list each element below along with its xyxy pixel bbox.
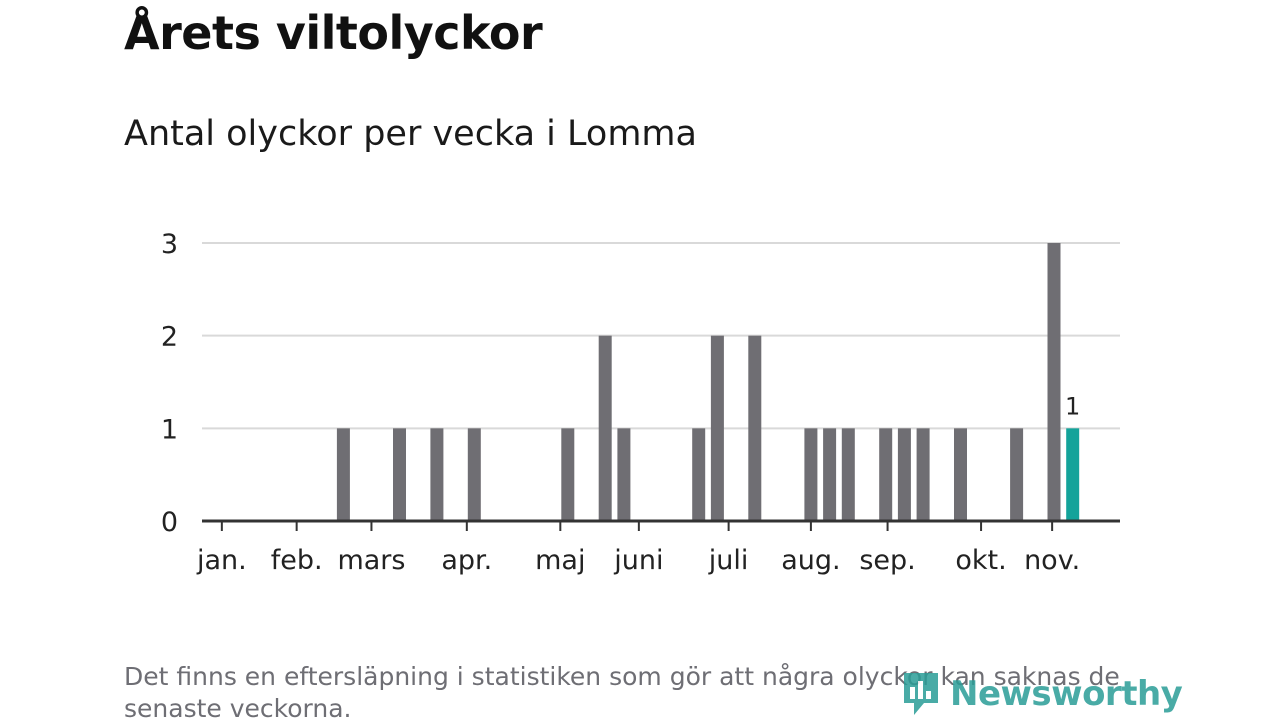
x-month-label: nov. (1024, 545, 1080, 576)
bar (617, 428, 631, 521)
data-labels: 1 (1065, 392, 1080, 420)
bar (598, 335, 612, 521)
x-month-label: okt. (955, 545, 1006, 576)
chart-subtitle: Antal olyckor per vecka i Lomma (124, 114, 697, 154)
bar (841, 428, 855, 521)
gridlines (202, 242, 1120, 430)
x-month-label: jan. (196, 545, 247, 576)
bar (393, 428, 406, 521)
bar (916, 428, 930, 521)
bar (879, 428, 893, 521)
y-axis-ticks: 0 1 2 3 (161, 229, 178, 538)
bar (467, 428, 481, 521)
x-month-label: juni (613, 545, 663, 576)
x-month-label: juli (708, 545, 749, 576)
bar (954, 428, 967, 521)
latest-week-data-label: 1 (1065, 392, 1080, 420)
bars (336, 243, 1080, 521)
bar (430, 428, 444, 521)
x-month-label: apr. (441, 545, 492, 576)
y-tick-label: 2 (161, 322, 178, 353)
bar (336, 428, 350, 521)
bar (748, 335, 762, 521)
bar (710, 335, 724, 521)
logo-text: Newsworthy (950, 674, 1183, 714)
x-month-label: aug. (781, 545, 840, 576)
bar (1010, 428, 1024, 521)
bar (1047, 243, 1061, 521)
newsworthy-logo[interactable]: Newsworthy (900, 668, 1183, 720)
x-month-label: maj (535, 545, 585, 576)
bar (823, 428, 837, 521)
x-month-label: sep. (859, 545, 915, 576)
bar (897, 428, 911, 521)
y-tick-label: 1 (161, 414, 178, 445)
footnote: Det finns en eftersläpning i statistiken… (124, 662, 1120, 723)
x-axis (202, 519, 1120, 531)
bar-latest-week (1066, 428, 1080, 521)
newsworthy-logo-icon (904, 673, 938, 715)
y-tick-label: 0 (161, 507, 178, 538)
y-tick-label: 3 (161, 229, 178, 260)
chart-title: Årets viltolyckor (124, 6, 543, 60)
bar (804, 428, 818, 521)
x-month-label: mars (337, 545, 405, 576)
bar-chart: 0 1 2 3 jan. feb. mars apr. maj juni juli aug. sep.… (161, 229, 1120, 576)
bar (561, 428, 575, 521)
x-month-label: feb. (271, 545, 323, 576)
x-axis-month-labels: jan. feb. mars apr. maj juni juli aug. sep. okt. n… (196, 545, 1080, 576)
bar (692, 428, 706, 521)
